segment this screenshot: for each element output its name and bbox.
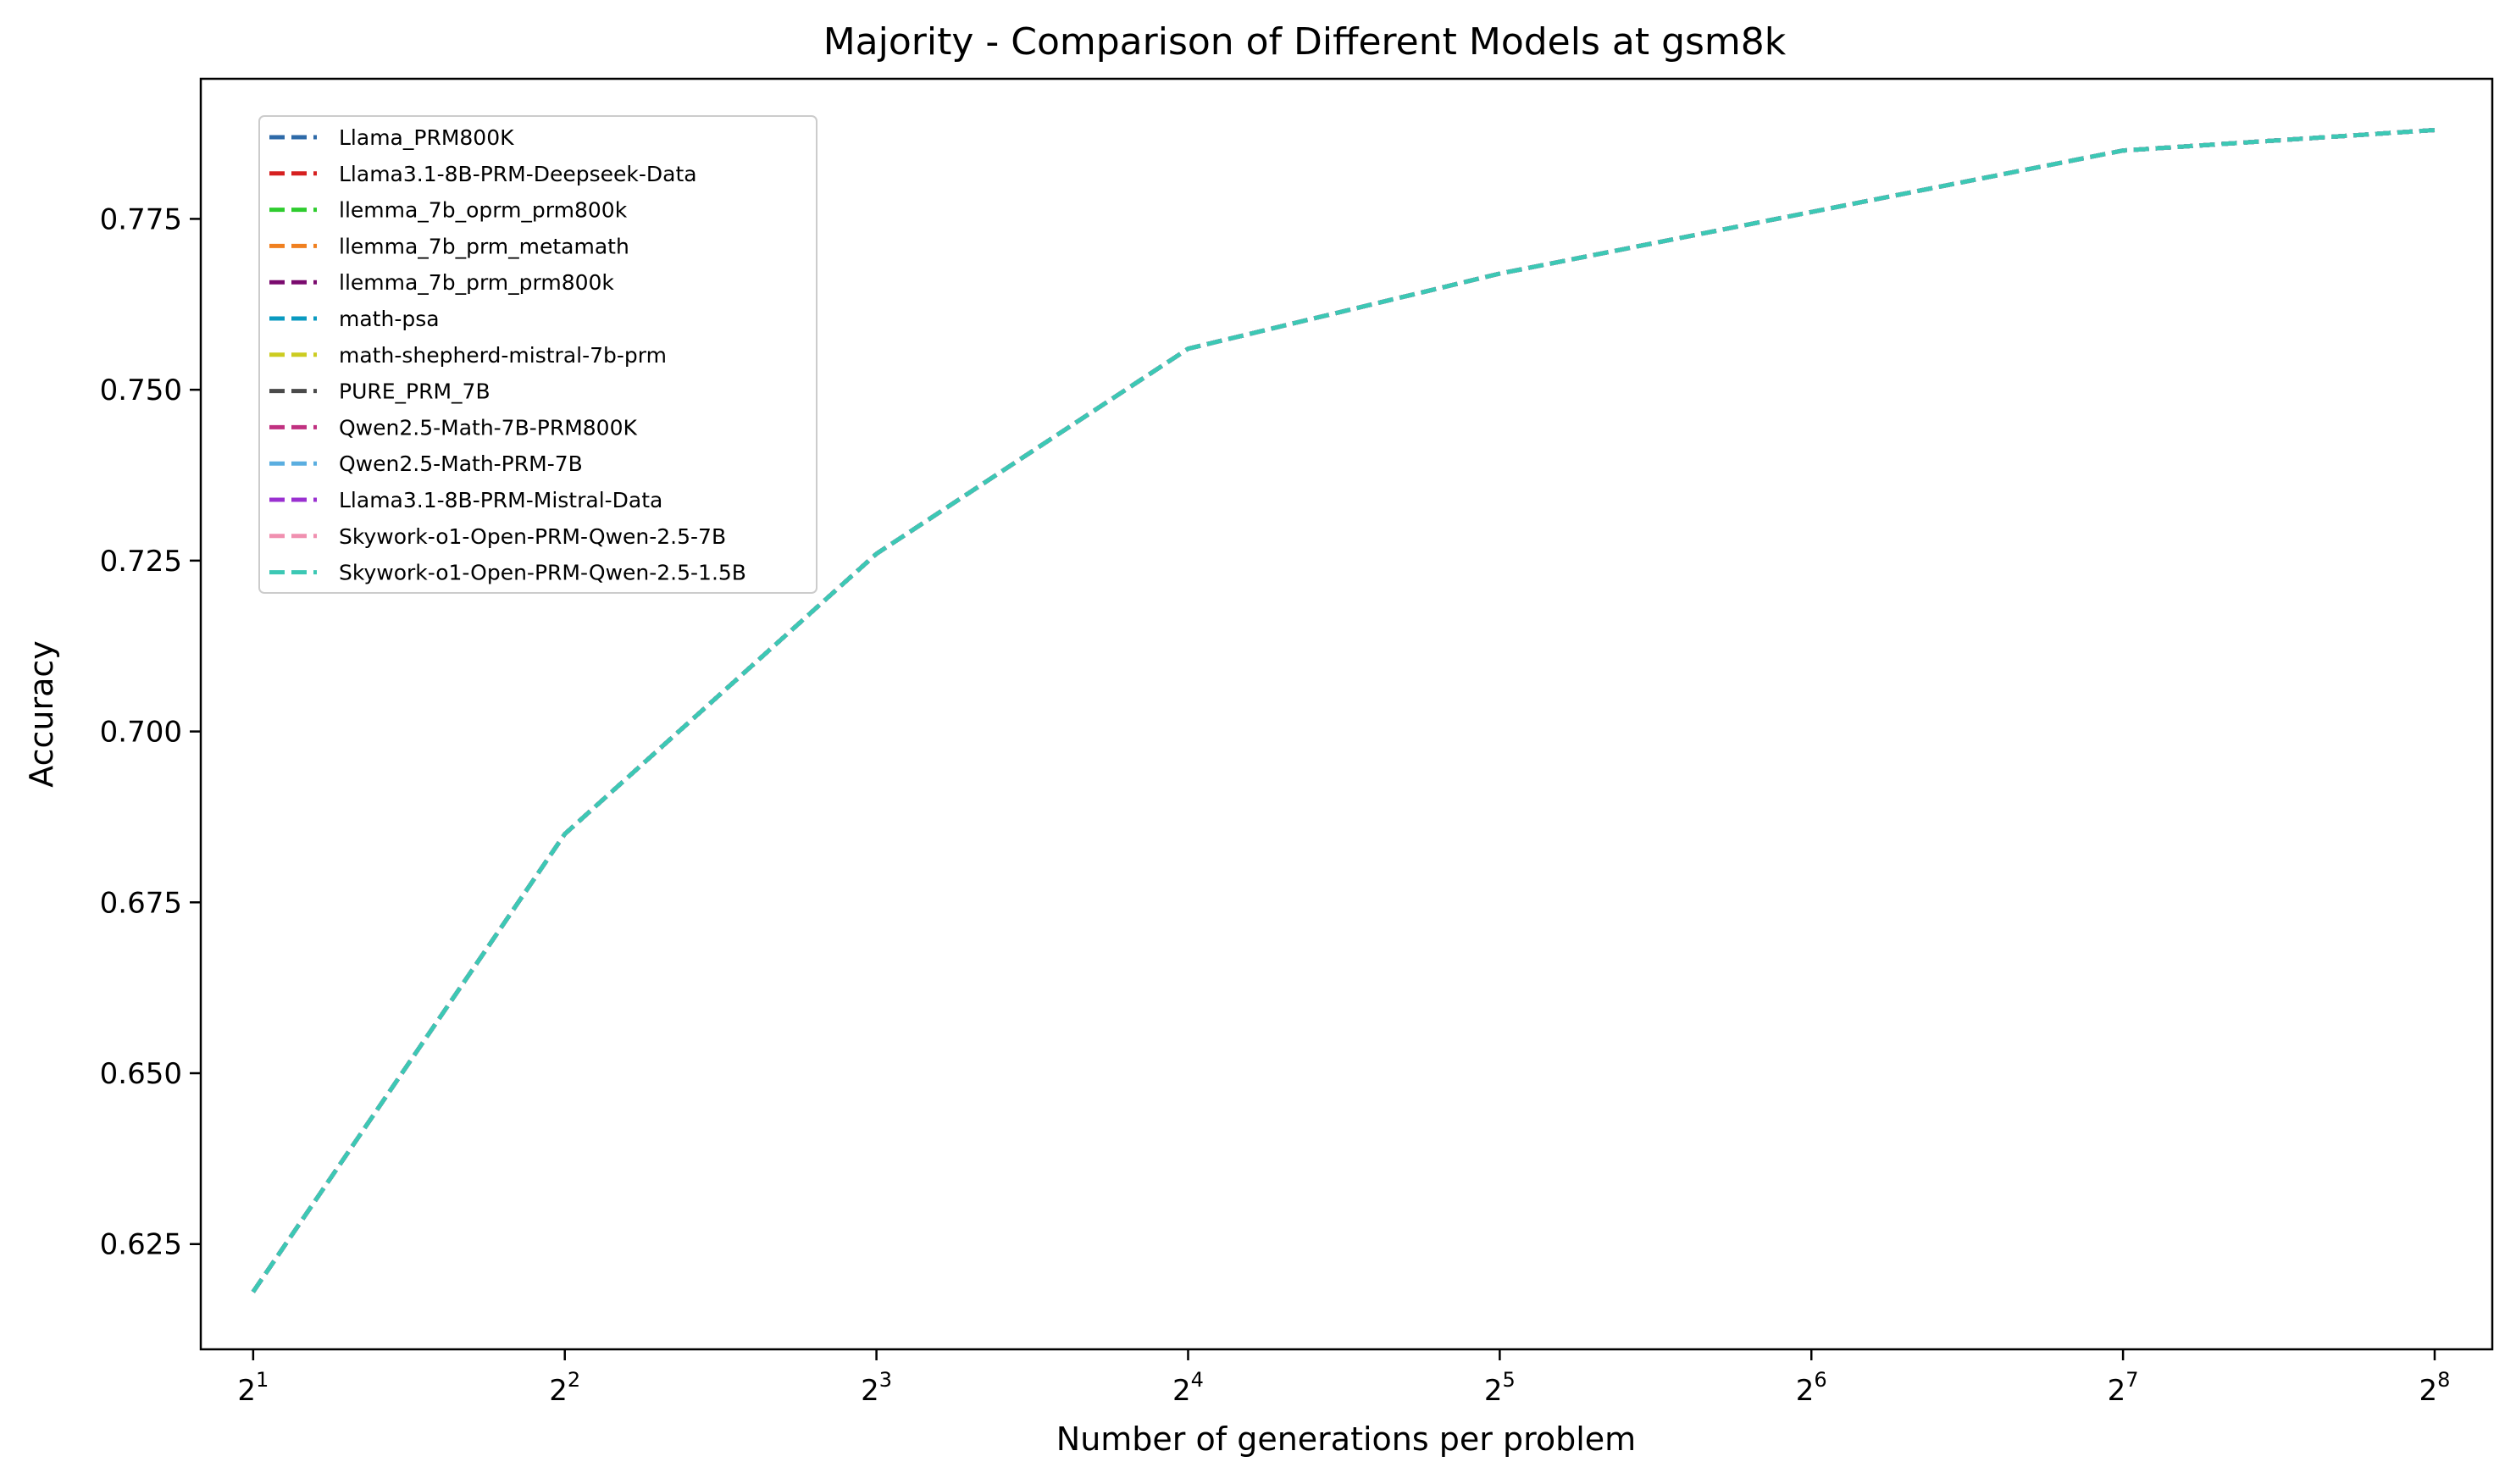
x-axis: 21 22 23 24 25 26 27 28 [237,1349,2450,1408]
x-tick-base: 2 [1172,1374,1191,1408]
legend-label: llemma_7b_prm_metamath [339,234,629,258]
x-tick-base: 2 [2108,1374,2126,1408]
x-tick-exponent: 6 [1814,1368,1826,1392]
legend-label: llemma_7b_prm_prm800k [339,270,614,295]
x-tick-label: 25 [1484,1368,1516,1408]
chart-title: Majority - Comparison of Different Model… [823,20,1787,64]
x-tick-label: 26 [1796,1368,1827,1408]
y-tick-label: 0.725 [100,545,182,579]
x-tick-label: 23 [861,1368,892,1408]
legend: Llama_PRM800K Llama3.1-8B-PRM-Deepseek-Da… [258,115,817,594]
legend-label: llemma_7b_oprm_prm800k [339,198,628,223]
y-axis: 0.625 0.650 0.675 0.700 0.725 0.750 0.775 [100,202,201,1262]
x-tick-exponent: 8 [2437,1368,2450,1392]
x-tick-base: 2 [1796,1374,1815,1408]
legend-label: Qwen2.5-Math-7B-PRM800K [339,415,637,440]
x-tick-base: 2 [1484,1374,1503,1408]
x-tick-label: 28 [2419,1368,2451,1408]
x-axis-label: Number of generations per problem [1056,1420,1636,1458]
x-tick-exponent: 4 [1191,1368,1204,1392]
x-tick-exponent: 7 [2125,1368,2138,1392]
legend-label: Skywork-o1-Open-PRM-Qwen-2.5-7B [339,524,726,549]
y-tick-label: 0.700 [100,716,182,750]
legend-label: Skywork-o1-Open-PRM-Qwen-2.5-1.5B [339,561,746,585]
x-tick-base: 2 [861,1374,879,1408]
legend-label: math-shepherd-mistral-7b-prm [339,343,667,368]
y-tick-label: 0.775 [100,202,182,236]
x-tick-label: 22 [549,1368,580,1408]
x-tick-exponent: 3 [879,1368,892,1392]
x-tick-label: 21 [237,1368,269,1408]
x-tick-label: 24 [1172,1368,1204,1408]
series-line-12 [251,128,2436,1293]
plot-frame [199,77,2494,1351]
x-tick-exponent: 2 [568,1368,580,1392]
legend-label: Llama3.1-8B-PRM-Mistral-Data [339,488,662,512]
y-tick-label: 0.650 [100,1057,182,1091]
y-tick-label: 0.750 [100,374,182,407]
legend-box [258,115,817,594]
x-tick-exponent: 1 [256,1368,269,1392]
y-tick-label: 0.625 [100,1228,182,1262]
legend-label: Llama3.1-8B-PRM-Deepseek-Data [339,162,697,186]
x-tick-exponent: 5 [1503,1368,1516,1392]
x-tick-base: 2 [237,1374,256,1408]
x-tick-base: 2 [549,1374,568,1408]
legend-label: PURE_PRM_7B [339,379,490,404]
legend-label: Llama_PRM800K [339,125,514,150]
legend-label: Qwen2.5-Math-PRM-7B [339,451,583,476]
legend-label: math-psa [339,307,440,331]
y-tick-label: 0.675 [100,886,182,920]
x-tick-base: 2 [2419,1374,2438,1408]
series-layer [251,128,2436,1293]
x-tick-label: 27 [2108,1368,2139,1408]
y-axis-label: Accuracy [23,640,60,788]
legend-items: Llama_PRM800K Llama3.1-8B-PRM-Deepseek-Da… [269,125,746,585]
